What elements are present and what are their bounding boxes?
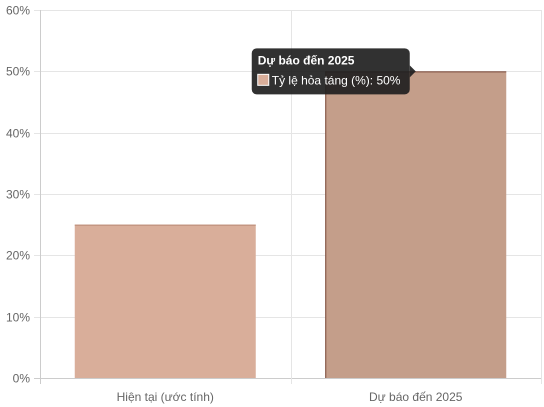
y-tick-label: 0% bbox=[13, 372, 31, 386]
bars bbox=[74, 71, 507, 378]
y-tick-label: 50% bbox=[6, 65, 30, 79]
y-tick-label: 20% bbox=[6, 249, 30, 263]
x-tick-label: Hiện tại (ước tính) bbox=[117, 390, 214, 404]
bar[interactable] bbox=[74, 224, 256, 378]
tooltip: Dự báo đến 2025 Tỷ lệ hỏa táng (%): 50% bbox=[251, 48, 416, 95]
y-tick-label: 10% bbox=[6, 311, 30, 325]
y-tick-label: 60% bbox=[6, 4, 30, 18]
x-axis-ticks: Hiện tại (ước tính) Dự báo đến 2025 bbox=[117, 390, 463, 404]
tooltip-color-swatch bbox=[257, 73, 270, 86]
y-tick-label: 40% bbox=[6, 127, 30, 141]
x-tick-label: Dự báo đến 2025 bbox=[369, 390, 463, 404]
y-axis-ticks: 0% 10% 20% 30% 40% 50% 60% bbox=[6, 4, 30, 386]
y-tick-label: 30% bbox=[6, 188, 30, 202]
tooltip-caret bbox=[409, 65, 416, 78]
tooltip-title: Dự báo đến 2025 bbox=[258, 53, 355, 67]
tooltip-background bbox=[251, 48, 410, 95]
bar[interactable] bbox=[325, 71, 507, 378]
tooltip-label: Tỷ lệ hỏa táng (%): 50% bbox=[272, 73, 401, 87]
